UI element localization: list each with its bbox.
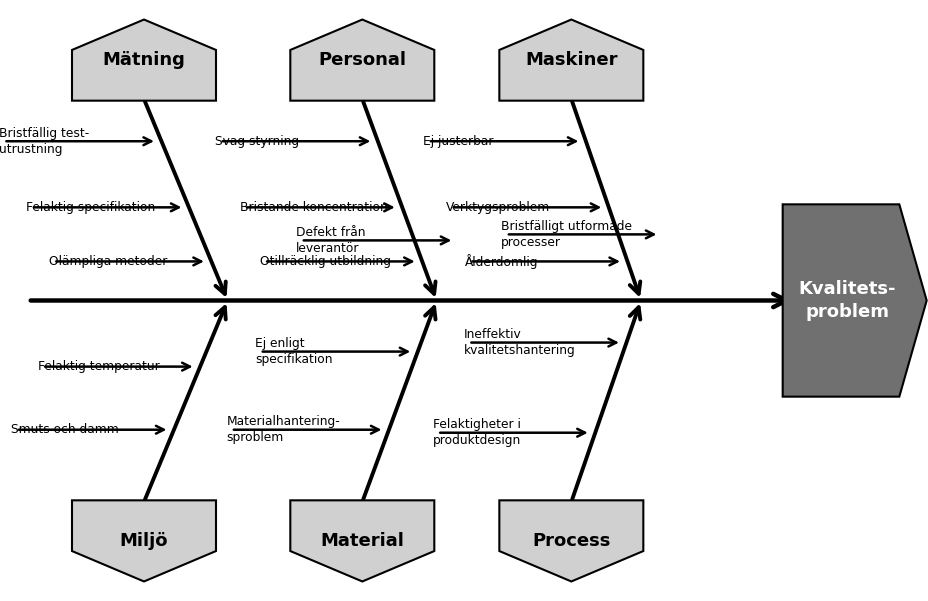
Text: Felaktig temperatur: Felaktig temperatur bbox=[37, 360, 160, 373]
Polygon shape bbox=[499, 500, 642, 582]
Text: Bristfällig test-
utrustning: Bristfällig test- utrustning bbox=[0, 127, 89, 156]
Text: Maskiner: Maskiner bbox=[524, 51, 617, 69]
Text: Bristande koncentration: Bristande koncentration bbox=[239, 201, 387, 214]
Text: Mätning: Mätning bbox=[102, 51, 186, 69]
Text: Miljö: Miljö bbox=[120, 532, 168, 550]
Text: Olämpliga metoder: Olämpliga metoder bbox=[49, 255, 167, 268]
Text: Defekt från
leverantör: Defekt från leverantör bbox=[296, 226, 366, 255]
Polygon shape bbox=[290, 19, 433, 100]
Text: Bristfälligt utformade
processer: Bristfälligt utformade processer bbox=[501, 220, 632, 249]
Text: Smuts och damm: Smuts och damm bbox=[11, 423, 119, 436]
Text: Ineffektiv
kvalitetshantering: Ineffektiv kvalitetshantering bbox=[463, 328, 575, 357]
Text: Kvalitets-
problem: Kvalitets- problem bbox=[798, 279, 896, 322]
Text: Personal: Personal bbox=[318, 51, 406, 69]
Text: Otillräcklig utbildning: Otillräcklig utbildning bbox=[259, 255, 390, 268]
Text: Process: Process bbox=[532, 532, 610, 550]
Polygon shape bbox=[72, 19, 215, 100]
Text: Ej justerbar: Ej justerbar bbox=[423, 135, 494, 148]
Polygon shape bbox=[290, 500, 433, 582]
Text: Svag styrning: Svag styrning bbox=[215, 135, 299, 148]
Polygon shape bbox=[72, 500, 215, 582]
Text: Verktygsproblem: Verktygsproblem bbox=[445, 201, 550, 214]
Text: Felaktigheter i
produktdesign: Felaktigheter i produktdesign bbox=[432, 418, 521, 447]
Text: Felaktig specifikation: Felaktig specifikation bbox=[26, 201, 155, 214]
Polygon shape bbox=[781, 204, 926, 397]
Text: Ålderdomlig: Ålderdomlig bbox=[464, 254, 538, 269]
Text: Material: Material bbox=[320, 532, 404, 550]
Text: Ej enligt
specifikation: Ej enligt specifikation bbox=[255, 337, 332, 366]
Polygon shape bbox=[499, 19, 642, 100]
Text: Materialhantering-
sproblem: Materialhantering- sproblem bbox=[226, 415, 340, 444]
